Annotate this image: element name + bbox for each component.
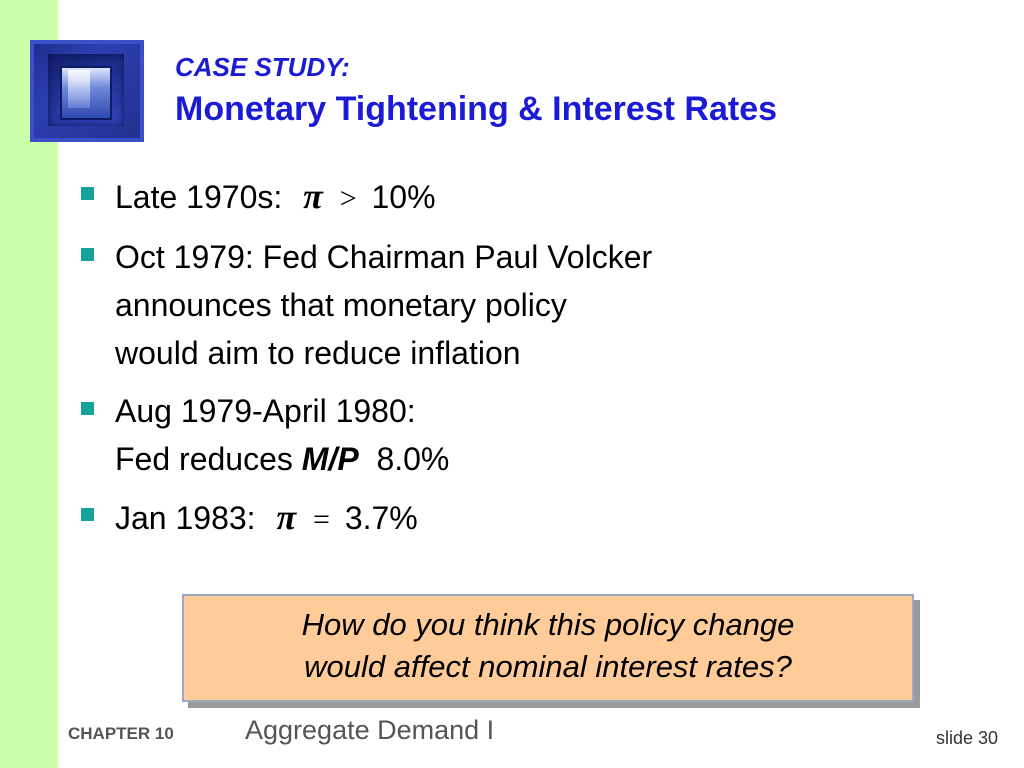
bullet-line-1: Oct 1979: Fed Chairman Paul Volcker — [115, 239, 653, 275]
footer-chapter-title: Aggregate Demand I — [245, 715, 495, 745]
square-bullet-icon — [81, 508, 94, 521]
bullet-line: Jan 1983: π = 3.7% — [115, 493, 978, 544]
bullet-text: Late 1970s: — [115, 179, 283, 215]
reduction-value: 8.0% — [376, 441, 450, 477]
question-line-2: would affect nominal interest rates? — [304, 649, 792, 684]
square-bullet-icon — [81, 248, 94, 261]
bullet-text: Jan 1983: — [115, 500, 256, 536]
bullet-line-2: announces that monetary policy — [115, 287, 567, 323]
inflation-symbol: π — [276, 497, 297, 537]
footer-chapter-label: CHAPTER 10 — [68, 724, 174, 743]
bullet-line-1: Aug 1979-April 1980: — [115, 393, 416, 429]
square-bullet-icon — [81, 187, 94, 200]
inflation-value: 3.7% — [344, 500, 418, 536]
footer-slide-number: slide 30 — [935, 728, 998, 748]
equals-operator: = — [313, 503, 330, 536]
inflation-symbol: π — [303, 176, 323, 216]
logo-sheen — [68, 70, 90, 108]
bullet-line: Late 1970s: π > 10% — [115, 172, 978, 223]
bullet-list: Late 1970s: π > 10% Oct 1979: Fed Chairm… — [78, 172, 978, 554]
bullet-late-1970s: Late 1970s: π > 10% — [78, 172, 978, 223]
bullet-prefix: Fed reduces — [115, 441, 293, 477]
bullet-oct-1979: Oct 1979: Fed Chairman Paul Volcker anno… — [78, 233, 978, 377]
inflation-value: 10% — [371, 179, 436, 215]
slide-title: Monetary Tightening & Interest Rates — [175, 90, 778, 128]
bullet-line-2: Fed reduces M/P 8.0% — [115, 435, 978, 483]
case-study-kicker: CASE STUDY: — [175, 52, 350, 82]
real-money-balance-term: M/P — [301, 441, 359, 477]
bullet-aug-1979: Aug 1979-April 1980: Fed reduces M/P 8.0… — [78, 387, 978, 483]
comparison-operator: > — [339, 182, 357, 215]
question-callout: How do you think this policy change woul… — [182, 594, 914, 702]
question-line-1: How do you think this policy change — [301, 607, 795, 642]
bullet-line-3: would aim to reduce inflation — [115, 335, 521, 371]
square-bullet-icon — [81, 402, 94, 415]
bullet-jan-1983: Jan 1983: π = 3.7% — [78, 493, 978, 544]
window-shaft-logo-icon — [30, 40, 144, 142]
